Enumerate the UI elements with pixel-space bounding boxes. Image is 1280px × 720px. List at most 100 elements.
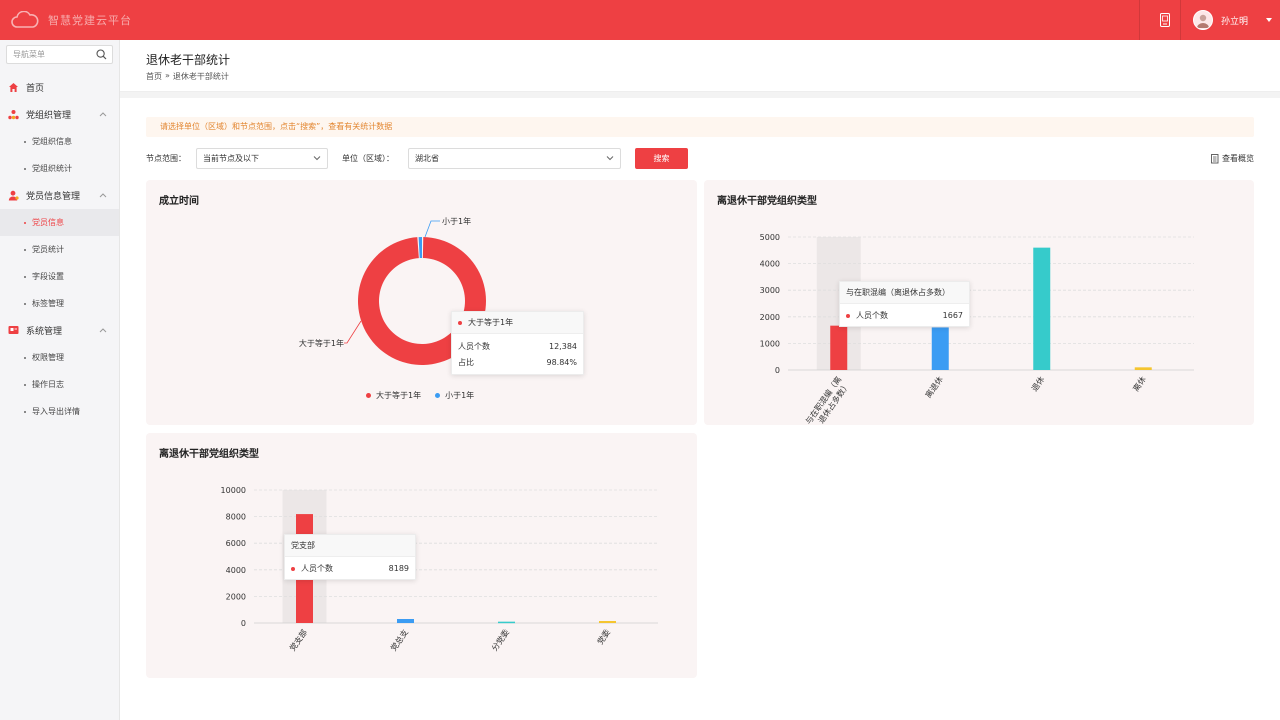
sidebar-item-label: 权限管理 [32, 353, 64, 362]
x-tick-label: 党总支 [388, 627, 410, 652]
node-range-select[interactable]: 当前节点及以下 [196, 148, 328, 169]
legend-label: 大于等于1年 [376, 391, 422, 400]
sidebar-group[interactable]: 系统管理 [0, 317, 119, 344]
tooltip-label: 人员个数 [301, 563, 333, 573]
x-tick-label: 离休 [1131, 374, 1148, 393]
x-tick-label-line: 退休 [1029, 374, 1046, 393]
breadcrumb-separator: » [165, 71, 170, 80]
chart-tooltip: 大于等于1年 人员个数 12,384 占比 98.84% [451, 311, 584, 375]
sidebar-item[interactable]: 操作日志 [0, 371, 119, 398]
topbar-divider [1180, 0, 1181, 40]
chevron-down-icon [606, 156, 614, 161]
sidebar-group-label: 党组织管理 [26, 111, 72, 121]
x-tick-label: 退休 [1029, 374, 1046, 393]
x-tick-label: 党委 [595, 627, 612, 646]
search-icon[interactable] [96, 49, 107, 60]
topbar-divider [1139, 0, 1140, 40]
unit-select[interactable]: 湖北省 [408, 148, 621, 169]
chart-title: 成立时间 [159, 196, 199, 207]
sidebar-item[interactable]: 标签管理 [0, 290, 119, 317]
sidebar-group[interactable]: 党组织管理 [0, 101, 119, 128]
member-icon [8, 190, 19, 201]
sidebar-item-label: 字段设置 [32, 272, 64, 281]
y-tick-label: 1000 [760, 339, 780, 348]
header-band [120, 92, 1280, 98]
y-tick-label: 0 [241, 619, 246, 628]
bullet-dot [24, 221, 26, 224]
sidebar-item[interactable]: 字段设置 [0, 263, 119, 290]
chart-title: 离退休干部党组织类型 [159, 449, 259, 460]
donut-chart: 大于等于1年 小于1年 [299, 216, 487, 365]
sidebar-group[interactable]: 党员信息管理 [0, 182, 119, 209]
overview-link[interactable]: 查看概览 [1210, 153, 1254, 164]
legend-swatch [366, 393, 371, 398]
legend-item[interactable]: 大于等于1年 [366, 390, 421, 401]
bullet-dot [24, 248, 26, 251]
sidebar-menu: 首页党组织管理党组织信息党组织统计党员信息管理党员信息党员统计字段设置标签管理系… [0, 74, 119, 425]
breadcrumb-current: 退休老干部统计 [172, 72, 229, 81]
label-line [424, 220, 440, 238]
x-tick-label: 党支部 [287, 627, 309, 652]
sidebar-group-label: 系统管理 [26, 327, 63, 337]
x-tick-label-line: 分党委 [489, 627, 511, 652]
search-button[interactable]: 搜索 [635, 148, 688, 169]
sidebar-item[interactable]: 党组织统计 [0, 155, 119, 182]
x-tick-label-line: 党支部 [287, 627, 309, 652]
breadcrumb-home[interactable]: 首页 [146, 72, 162, 81]
chevron-down-icon [1266, 18, 1273, 22]
chart-tooltip: 党支部 人员个数 8189 [284, 534, 416, 580]
main-content: 退休老干部统计 首页 » 退休老干部统计 请选择单位（区域）和节点范围，点击“搜… [120, 40, 1280, 720]
chevron-up-icon [99, 193, 107, 198]
tooltip-label: 人员个数 [458, 341, 490, 351]
x-tick-label: 与在职混编（离退休占多数） [803, 374, 852, 425]
sidebar-item-label: 党员信息 [32, 218, 64, 227]
bullet-dot [24, 167, 26, 170]
sidebar-item[interactable]: 权限管理 [0, 344, 119, 371]
y-tick-label: 8000 [226, 513, 246, 522]
x-tick-label-line: 党委 [595, 627, 612, 646]
system-icon [8, 325, 19, 336]
y-tick-label: 0 [775, 366, 780, 375]
tooltip-label: 人员个数 [856, 310, 888, 320]
document-icon [1211, 153, 1219, 163]
logo-text: 智慧党建云平台 [48, 14, 132, 27]
sidebar-item-label: 标签管理 [32, 299, 64, 308]
chevron-up-icon [99, 328, 107, 333]
sidebar-item[interactable]: 党员统计 [0, 236, 119, 263]
bar [498, 621, 515, 624]
sidebar-item[interactable]: 党组织信息 [0, 128, 119, 155]
chart-legend: 大于等于1年 小于1年 [366, 390, 474, 401]
mobile-button[interactable] [1150, 0, 1180, 40]
bullet-dot [24, 302, 26, 305]
y-tick-label: 4000 [226, 566, 246, 575]
sidebar-group-label: 首页 [26, 84, 45, 94]
sidebar-item[interactable]: 导入导出详情 [0, 398, 119, 425]
sidebar-group-label: 党员信息管理 [26, 192, 81, 202]
legend-item[interactable]: 小于1年 [435, 390, 474, 401]
donut-slice [418, 237, 422, 259]
search-input[interactable] [7, 46, 92, 63]
sidebar-item-label: 党组织统计 [32, 164, 72, 173]
unit-value: 湖北省 [415, 154, 439, 163]
page-title: 退休老干部统计 [146, 53, 231, 67]
chevron-down-icon [313, 156, 321, 161]
tooltip-value: 8189 [388, 563, 409, 573]
tooltip-swatch [291, 566, 295, 571]
y-tick-label: 2000 [760, 313, 780, 322]
x-tick-label-line: 离退休 [923, 374, 945, 399]
y-tick-label: 3000 [760, 286, 780, 295]
avatar [1193, 10, 1213, 30]
logo[interactable]: 智慧党建云平台 [10, 10, 132, 30]
mobile-icon [1160, 13, 1170, 27]
tooltip-swatch [846, 313, 850, 318]
y-tick-label: 6000 [226, 539, 246, 548]
user-menu[interactable]: 孙立明 [1193, 0, 1273, 40]
tooltip-title: 党支部 [291, 540, 315, 550]
y-tick-label: 4000 [760, 260, 780, 269]
sidebar-group[interactable]: 首页 [0, 74, 119, 101]
unit-label: 单位（区域）： [342, 154, 394, 163]
sidebar-item[interactable]: 党员信息 [0, 209, 119, 236]
tooltip-label: 占比 [458, 357, 474, 367]
bar [931, 327, 949, 370]
